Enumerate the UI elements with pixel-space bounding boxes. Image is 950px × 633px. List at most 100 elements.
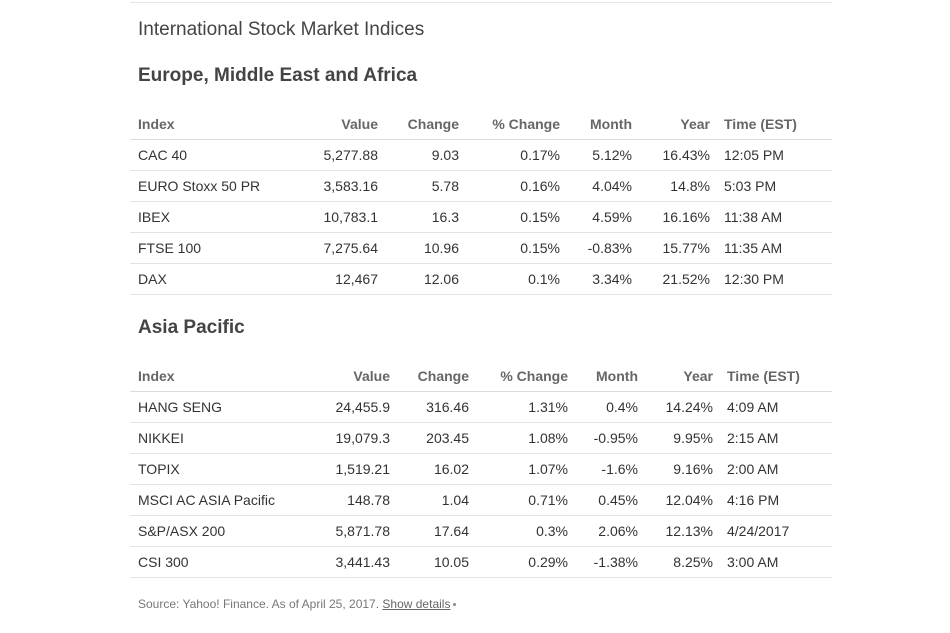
col-time-header: Time (EST)	[713, 361, 832, 392]
value-cell: 24,455.9	[290, 391, 390, 423]
value-cell: 3,441.43	[290, 546, 390, 578]
col-change-header: Change	[378, 109, 459, 140]
change-cell: 16.3	[378, 201, 459, 233]
table-row: CSI 300 3,441.43 10.05 0.29% -1.38% 8.25% 3:00…	[130, 546, 832, 578]
table-row: HANG SENG 24,455.9 316.46 1.31% 0.4% 14.24% 4:…	[130, 391, 832, 423]
asia-header-row: Index Value Change % Change Month Year T…	[130, 361, 832, 392]
pct-change-cell: 0.15%	[459, 201, 560, 233]
section-title-emea: Europe, Middle East and Africa	[138, 65, 418, 86]
change-cell: 203.45	[390, 422, 469, 454]
month-cell: 4.59%	[560, 201, 632, 233]
table-row: FTSE 100 7,275.64 10.96 0.15% -0.83% 15.77% 11…	[130, 232, 832, 264]
time-cell: 3:00 AM	[713, 546, 832, 578]
show-details-link[interactable]: Show details	[382, 597, 457, 611]
month-cell: 4.04%	[560, 170, 632, 202]
asia-table-body: HANG SENG 24,455.9 316.46 1.31% 0.4% 14.24% 4:…	[130, 391, 832, 578]
time-cell: 4:16 PM	[713, 484, 832, 516]
top-divider	[130, 2, 832, 3]
year-cell: 9.95%	[638, 422, 713, 454]
index-name-cell: FTSE 100	[130, 232, 290, 264]
year-cell: 12.13%	[638, 515, 713, 547]
pct-change-cell: 1.07%	[469, 453, 568, 485]
month-cell: -0.83%	[560, 232, 632, 264]
col-pct-change-header: % Change	[459, 109, 560, 140]
year-cell: 21.52%	[632, 263, 710, 295]
index-name-cell: HANG SENG	[130, 391, 290, 423]
value-cell: 3,583.16	[290, 170, 378, 202]
change-cell: 12.06	[378, 263, 459, 295]
index-name-cell: TOPIX	[130, 453, 290, 485]
value-cell: 19,079.3	[290, 422, 390, 454]
month-cell: 3.34%	[560, 263, 632, 295]
year-cell: 16.43%	[632, 139, 710, 171]
index-name-cell: EURO Stoxx 50 PR	[130, 170, 290, 202]
col-time-header: Time (EST)	[710, 109, 832, 140]
col-index-header: Index	[130, 361, 290, 392]
year-cell: 14.8%	[632, 170, 710, 202]
change-cell: 17.64	[390, 515, 469, 547]
index-name-cell: CAC 40	[130, 139, 290, 171]
table-row: CAC 40 5,277.88 9.03 0.17% 5.12% 16.43% 12:05 …	[130, 139, 832, 171]
index-name-cell: DAX	[130, 263, 290, 295]
year-cell: 12.04%	[638, 484, 713, 516]
change-cell: 10.96	[378, 232, 459, 264]
col-pct-change-header: % Change	[469, 361, 568, 392]
year-cell: 8.25%	[638, 546, 713, 578]
change-cell: 16.02	[390, 453, 469, 485]
bullet-icon	[453, 603, 457, 607]
table-row: DAX 12,467 12.06 0.1% 3.34% 21.52% 12:30 PM	[130, 263, 832, 295]
pct-change-cell: 0.1%	[459, 263, 560, 295]
table-row: TOPIX 1,519.21 16.02 1.07% -1.6% 9.16% 2:00 AM	[130, 453, 832, 485]
index-name-cell: CSI 300	[130, 546, 290, 578]
time-cell: 4:09 AM	[713, 391, 832, 423]
change-cell: 10.05	[390, 546, 469, 578]
year-cell: 9.16%	[638, 453, 713, 485]
value-cell: 10,783.1	[290, 201, 378, 233]
pct-change-cell: 0.29%	[469, 546, 568, 578]
month-cell: 5.12%	[560, 139, 632, 171]
year-cell: 14.24%	[638, 391, 713, 423]
time-cell: 12:05 PM	[710, 139, 832, 171]
month-cell: 0.45%	[568, 484, 638, 516]
value-cell: 5,871.78	[290, 515, 390, 547]
value-cell: 1,519.21	[290, 453, 390, 485]
table-row: S&P/ASX 200 5,871.78 17.64 0.3% 2.06% 12.13% 4…	[130, 515, 832, 547]
col-index-header: Index	[130, 109, 290, 140]
value-cell: 148.78	[290, 484, 390, 516]
pct-change-cell: 0.16%	[459, 170, 560, 202]
time-cell: 11:38 AM	[710, 201, 832, 233]
month-cell: -1.6%	[568, 453, 638, 485]
time-cell: 2:00 AM	[713, 453, 832, 485]
col-month-header: Month	[560, 109, 632, 140]
time-cell: 4/24/2017	[713, 515, 832, 547]
pct-change-cell: 0.3%	[469, 515, 568, 547]
col-month-header: Month	[568, 361, 638, 392]
month-cell: 2.06%	[568, 515, 638, 547]
time-cell: 12:30 PM	[710, 263, 832, 295]
emea-table-body: CAC 40 5,277.88 9.03 0.17% 5.12% 16.43% 12:05 …	[130, 139, 832, 295]
change-cell: 1.04	[390, 484, 469, 516]
change-cell: 5.78	[378, 170, 459, 202]
value-cell: 12,467	[290, 263, 378, 295]
month-cell: 0.4%	[568, 391, 638, 423]
month-cell: -1.38%	[568, 546, 638, 578]
table-row: EURO Stoxx 50 PR 3,583.16 5.78 0.16% 4.04% 14…	[130, 170, 832, 202]
value-cell: 5,277.88	[290, 139, 378, 171]
pct-change-cell: 1.08%	[469, 422, 568, 454]
change-cell: 316.46	[390, 391, 469, 423]
col-change-header: Change	[390, 361, 469, 392]
time-cell: 5:03 PM	[710, 170, 832, 202]
asia-table: Index Value Change % Change Month Year T…	[130, 361, 832, 578]
section-title-asia: Asia Pacific	[138, 317, 245, 338]
value-cell: 7,275.64	[290, 232, 378, 264]
table-row: MSCI AC ASIA Pacific 148.78 1.04 0.71% 0.45%…	[130, 484, 832, 516]
col-value-header: Value	[290, 361, 390, 392]
source-text: Source: Yahoo! Finance. As of April 25, …	[138, 597, 380, 611]
time-cell: 2:15 AM	[713, 422, 832, 454]
month-cell: -0.95%	[568, 422, 638, 454]
index-name-cell: NIKKEI	[130, 422, 290, 454]
col-value-header: Value	[290, 109, 378, 140]
year-cell: 16.16%	[632, 201, 710, 233]
emea-header-row: Index Value Change % Change Month Year T…	[130, 109, 832, 140]
source-footer: Source: Yahoo! Finance. As of April 25, …	[138, 597, 457, 611]
